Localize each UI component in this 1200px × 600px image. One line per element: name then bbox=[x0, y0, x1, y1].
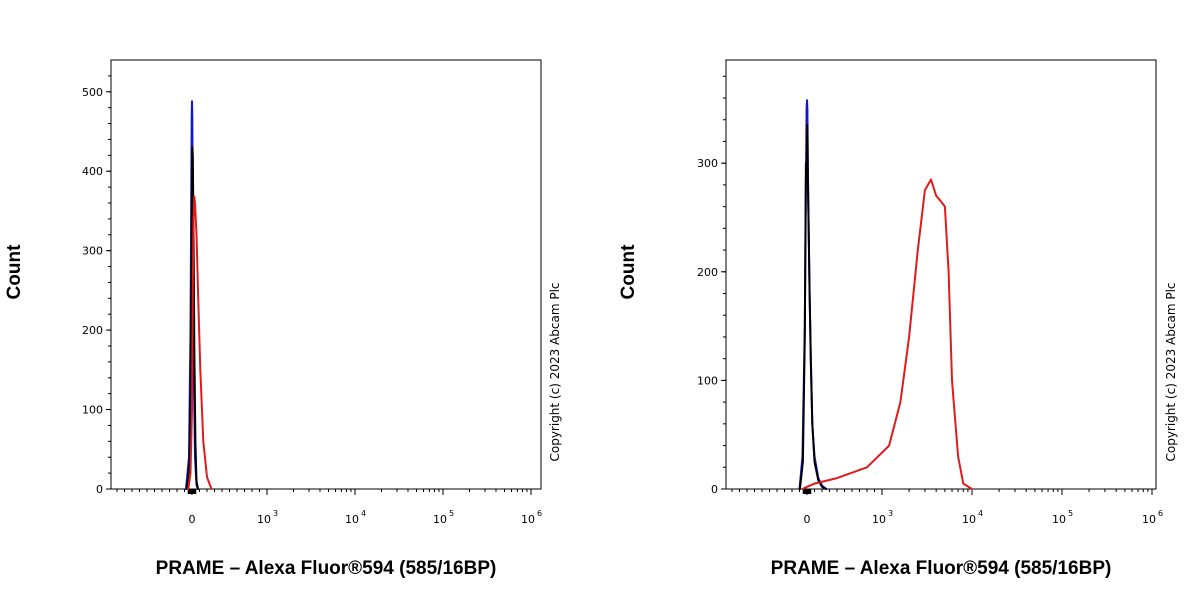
y-axis-label: Count bbox=[618, 244, 639, 300]
y-tick-label: 0 bbox=[96, 483, 103, 496]
y-tick-label: 100 bbox=[697, 374, 718, 387]
x-tick-exponent: 6 bbox=[1158, 509, 1163, 518]
copyright-text: Copyright (c) 2023 Abcam Plc bbox=[548, 282, 562, 461]
plot-frame bbox=[110, 59, 542, 490]
y-tick-label: 300 bbox=[82, 245, 103, 258]
x-tick-exponent: 5 bbox=[1068, 509, 1073, 518]
y-tick-label: 200 bbox=[697, 266, 718, 279]
x-tick-label: 10 bbox=[1052, 513, 1066, 526]
y-tick-label: 0 bbox=[711, 483, 718, 496]
x-tick-label: 10 bbox=[872, 513, 886, 526]
x-tick-label: 10 bbox=[345, 513, 359, 526]
x-tick-label: 10 bbox=[433, 513, 447, 526]
y-axis-label: Count bbox=[4, 244, 25, 300]
x-tick-exponent: 5 bbox=[449, 509, 454, 518]
series-line bbox=[798, 124, 827, 490]
y-tick-label: 500 bbox=[82, 86, 103, 99]
x-tick-exponent: 3 bbox=[888, 509, 893, 518]
series-line bbox=[187, 195, 213, 490]
plot-frame bbox=[725, 59, 1157, 490]
y-tick-label: 400 bbox=[82, 165, 103, 178]
x-tick-label: 10 bbox=[1142, 513, 1156, 526]
x-tick-label: 0 bbox=[189, 513, 196, 526]
y-tick-label: 100 bbox=[82, 404, 103, 417]
x-tick-label: 10 bbox=[521, 513, 535, 526]
series-group bbox=[798, 99, 973, 490]
copyright-text: Copyright (c) 2023 Abcam Plc bbox=[1164, 282, 1178, 461]
x-tick-exponent: 3 bbox=[273, 509, 278, 518]
y-tick-label: 200 bbox=[82, 324, 103, 337]
y-tick-label: 300 bbox=[697, 157, 718, 170]
series-group bbox=[185, 100, 213, 490]
series-line bbox=[185, 146, 199, 490]
x-tick-exponent: 4 bbox=[361, 509, 366, 518]
x-axis-ticks: 0 10 3 10 4 10 5 10 6 bbox=[731, 489, 1163, 526]
x-tick-exponent: 4 bbox=[978, 509, 983, 518]
series-line bbox=[801, 178, 973, 490]
y-axis-ticks: 0 100 200 300 bbox=[697, 75, 726, 496]
x-tick-label: 10 bbox=[962, 513, 976, 526]
x-axis-label: PRAME – Alexa Fluor®594 (585/16BP) bbox=[771, 558, 1112, 579]
x-axis-label: PRAME – Alexa Fluor®594 (585/16BP) bbox=[156, 558, 497, 579]
x-tick-label: 10 bbox=[257, 513, 271, 526]
y-axis-ticks: 0 100 200 300 400 500 bbox=[82, 75, 111, 496]
x-axis-ticks: 0 10 3 10 4 10 5 10 6 bbox=[116, 489, 542, 526]
x-tick-label: 0 bbox=[804, 513, 811, 526]
x-tick-exponent: 6 bbox=[537, 509, 542, 518]
